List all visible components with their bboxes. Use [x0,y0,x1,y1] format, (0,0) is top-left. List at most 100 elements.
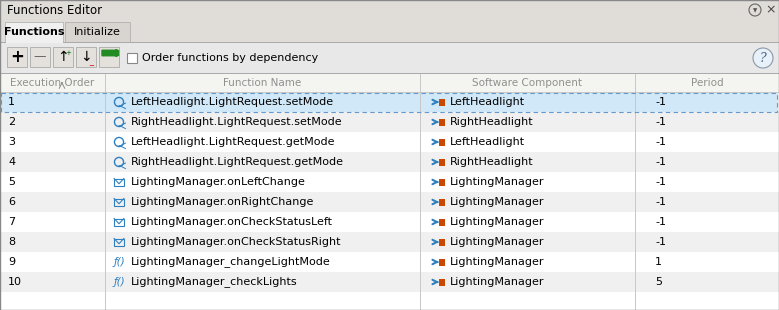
Text: Initialize: Initialize [74,27,121,37]
Text: Functions: Functions [4,27,64,37]
Bar [0,0,779,20]
Bar [0,192,779,212]
Bar [0,42,779,43]
Bar [114,198,124,206]
Bar [0,20,779,42]
Bar [439,198,445,206]
Text: Order functions by dependency: Order functions by dependency [142,53,319,63]
Text: RightHeadlight.LightRequest.getMode: RightHeadlight.LightRequest.getMode [131,157,344,167]
Text: 6: 6 [8,197,15,207]
Text: 3: 3 [8,137,15,147]
Bar [0,232,779,252]
Bar [114,219,124,225]
Text: -1: -1 [655,157,666,167]
Bar [439,238,445,246]
Bar [0,112,779,132]
Bar [439,99,445,105]
Text: Software Component: Software Component [473,78,583,88]
Text: LightingManager: LightingManager [450,257,545,267]
Bar [0,252,779,272]
Bar [439,219,445,225]
Bar [0,172,779,192]
Text: ↓: ↓ [80,50,92,64]
Text: -1: -1 [655,177,666,187]
Text: 8: 8 [8,237,15,247]
Bar [114,238,124,246]
Text: LightingManager: LightingManager [450,277,545,287]
Bar [635,74,636,310]
Text: 7: 7 [8,217,15,227]
Text: 5: 5 [8,177,15,187]
Bar [53,47,73,67]
Bar [439,278,445,286]
Text: 9: 9 [8,257,15,267]
Text: -1: -1 [655,97,666,107]
Text: +: + [10,48,24,66]
Text: 2: 2 [8,117,15,127]
Text: LeftHeadlight: LeftHeadlight [450,137,525,147]
Bar [0,43,779,73]
Text: ×: × [766,3,776,16]
Text: -1: -1 [655,137,666,147]
Text: LightingManager.onCheckStatusRight: LightingManager.onCheckStatusRight [131,237,341,247]
Text: 1: 1 [655,257,662,267]
Bar [0,152,779,172]
Bar [439,158,445,166]
Text: -1: -1 [655,117,666,127]
Bar [7,47,27,67]
Bar [0,132,779,152]
Text: RightHeadlight.LightRequest.setMode: RightHeadlight.LightRequest.setMode [131,117,343,127]
Text: LightingManager_changeLightMode: LightingManager_changeLightMode [131,257,331,268]
Text: -1: -1 [655,237,666,247]
Bar [439,179,445,185]
Bar [0,73,779,74]
Bar [127,53,137,63]
Text: LightingManager: LightingManager [450,197,545,207]
Text: LeftHeadlight.LightRequest.getMode: LeftHeadlight.LightRequest.getMode [131,137,336,147]
Text: Functions Editor: Functions Editor [7,3,102,16]
FancyArrow shape [102,51,119,55]
Text: ƒ(): ƒ() [113,257,125,267]
Bar [1,92,778,112]
Text: LightingManager: LightingManager [450,177,545,187]
Bar [0,272,779,292]
Bar [114,179,124,185]
Text: ?: ? [760,52,767,65]
Bar [0,74,779,310]
Text: LeftHeadlight.LightRequest.setMode: LeftHeadlight.LightRequest.setMode [131,97,334,107]
Bar [99,47,119,67]
Text: 1: 1 [8,97,15,107]
Text: Period: Period [691,78,724,88]
Bar [0,74,779,92]
Text: ↑: ↑ [57,50,69,64]
Text: -1: -1 [655,197,666,207]
Circle shape [753,48,773,68]
Bar [105,74,106,310]
Text: LightingManager.onLeftChange: LightingManager.onLeftChange [131,177,306,187]
Text: 5: 5 [655,277,662,287]
Bar [5,22,63,42]
Bar [439,139,445,145]
Bar [0,92,779,93]
Text: 4: 4 [8,157,15,167]
Text: LightingManager: LightingManager [450,237,545,247]
FancyArrow shape [102,54,119,56]
Text: ƒ(): ƒ() [113,277,125,287]
FancyArrow shape [102,50,119,52]
Text: Execution Order: Execution Order [10,78,94,88]
Bar [439,118,445,126]
Text: RightHeadlight: RightHeadlight [450,117,534,127]
Text: +: + [65,50,71,56]
Text: LightingManager_checkLights: LightingManager_checkLights [131,277,298,287]
Text: -1: -1 [655,217,666,227]
Text: −: − [88,63,94,69]
Bar [76,47,96,67]
Bar [0,212,779,232]
Text: LightingManager.onCheckStatusLeft: LightingManager.onCheckStatusLeft [131,217,333,227]
Text: LightingManager.onRightChange: LightingManager.onRightChange [131,197,315,207]
Text: ▼: ▼ [753,8,757,13]
Bar [420,74,421,310]
Text: Function Name: Function Name [224,78,301,88]
Bar [65,22,130,42]
Bar [6,41,63,43]
